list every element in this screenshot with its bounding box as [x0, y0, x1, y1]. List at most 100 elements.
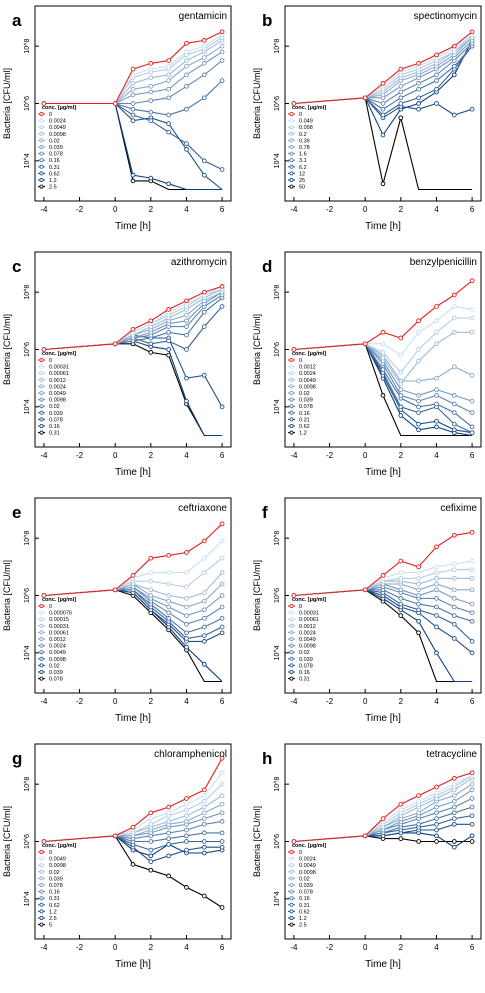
- x-tick-label: 6: [220, 697, 225, 706]
- legend-swatch-marker: [39, 863, 44, 868]
- data-point: [166, 581, 171, 587]
- legend-swatch-marker: [289, 670, 294, 675]
- data-point: [201, 309, 207, 315]
- series-line: [43, 31, 223, 105]
- x-tick-label: 0: [363, 205, 368, 214]
- data-point: [184, 72, 189, 78]
- legend: conc. [µg/ml]00.0490.0980.20.390.781.63.…: [288, 105, 326, 191]
- y-axis-label: Bacteria [CFU/ml]: [2, 806, 12, 877]
- legend-entry: 0.039: [299, 398, 313, 404]
- legend-entry: 0.0012: [49, 378, 66, 384]
- series-line: [43, 80, 223, 116]
- legend-entry: 0.0024: [49, 119, 66, 125]
- legend-entry: 0.39: [299, 138, 310, 144]
- x-axis-label: Time [h]: [115, 959, 151, 970]
- legend-swatch-marker: [289, 604, 294, 609]
- x-tick-label: -4: [40, 943, 48, 952]
- data-point: [166, 58, 171, 63]
- legend-swatch-marker: [289, 118, 294, 123]
- legend-entry: 0.0098: [49, 132, 66, 138]
- data-point: [380, 329, 386, 335]
- data-point: [380, 101, 386, 106]
- data-point: [166, 616, 171, 621]
- data-point: [451, 532, 457, 538]
- data-point: [469, 804, 475, 810]
- data-point: [219, 58, 225, 63]
- data-point: [184, 332, 189, 338]
- data-point: [416, 347, 421, 352]
- data-point: [201, 372, 207, 378]
- x-tick-label: 4: [434, 205, 439, 214]
- x-tick-label: 6: [470, 205, 475, 214]
- data-point: [469, 372, 475, 378]
- y-tick-label: 10^6: [274, 834, 281, 849]
- legend-entry: 0.16: [49, 424, 60, 430]
- data-point: [469, 839, 475, 844]
- data-point: [416, 101, 421, 106]
- data-point: [434, 78, 439, 83]
- data-point: [469, 813, 475, 819]
- legend-swatch-marker: [39, 617, 44, 622]
- series-line: [43, 51, 223, 105]
- data-point: [148, 109, 154, 115]
- x-axis-label: Time [h]: [365, 959, 401, 970]
- legend-swatch-marker: [39, 357, 44, 362]
- series-0.02: [41, 295, 225, 352]
- series-0: [291, 278, 475, 352]
- legend-swatch-marker: [39, 118, 44, 123]
- legend-entry: 0.2: [299, 132, 307, 138]
- legend-entry: 0.0024: [299, 371, 316, 377]
- panel-e: e ceftriaxone Bacteria [CFU/ml] 10^4 10^6 10^…: [2, 497, 232, 724]
- data-point: [434, 581, 439, 587]
- data-point: [434, 393, 439, 398]
- data-point: [398, 596, 404, 601]
- legend-swatch-marker: [289, 144, 294, 149]
- legend-entry: 0.0098: [49, 398, 66, 404]
- x-tick-label: 0: [113, 451, 118, 460]
- data-point: [469, 558, 475, 564]
- data-point: [184, 839, 189, 844]
- legend-swatch-marker: [289, 650, 294, 655]
- data-point: [469, 639, 475, 644]
- data-point: [434, 827, 439, 833]
- data-point: [434, 418, 439, 424]
- panel-title: tetracycline: [426, 749, 477, 760]
- data-point: [416, 427, 421, 433]
- data-point: [398, 836, 404, 841]
- data-point: [112, 101, 118, 106]
- data-point: [184, 58, 189, 63]
- y-tick-label: 10^6: [24, 96, 31, 111]
- data-point: [469, 29, 475, 35]
- legend-swatch-marker: [289, 610, 294, 615]
- data-point: [469, 278, 475, 284]
- data-point: [434, 424, 439, 430]
- legend-entry: 0.0012: [49, 637, 66, 643]
- legend-entry: 0.00061: [299, 617, 319, 623]
- data-point: [184, 801, 189, 807]
- series-line: [293, 40, 473, 137]
- data-point: [41, 839, 47, 844]
- data-point: [166, 95, 171, 101]
- data-point: [398, 89, 404, 95]
- data-point: [380, 112, 386, 118]
- data-point: [184, 584, 189, 590]
- data-point: [434, 544, 439, 550]
- data-point: [398, 801, 404, 807]
- data-point: [398, 413, 404, 418]
- data-point: [184, 570, 189, 575]
- x-tick-label: 6: [470, 943, 475, 952]
- data-point: [434, 570, 439, 575]
- legend-title: conc. [µg/ml]: [42, 351, 76, 357]
- data-point: [166, 72, 171, 78]
- panel-letter: b: [262, 11, 272, 30]
- data-point: [184, 550, 189, 555]
- data-point: [469, 618, 475, 624]
- legend-swatch-marker: [39, 397, 44, 402]
- data-point: [130, 178, 136, 184]
- data-point: [112, 587, 118, 593]
- series-0: [41, 521, 225, 598]
- legend-swatch-marker: [39, 856, 44, 861]
- legend-entry: 0.02: [49, 138, 60, 144]
- legend-entry: 0: [299, 358, 302, 364]
- legend-entry: 3.1: [299, 158, 307, 164]
